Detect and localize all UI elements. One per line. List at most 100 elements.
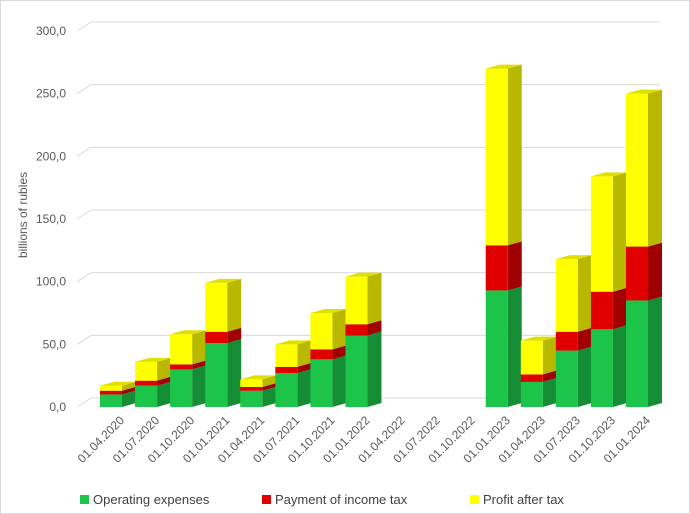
bar-side-face xyxy=(122,381,136,391)
bar-front-face xyxy=(345,276,368,325)
legend-swatch xyxy=(262,495,271,504)
bar-segment xyxy=(626,242,662,301)
bar-side-face xyxy=(507,241,522,291)
bar-segment xyxy=(100,390,136,407)
bar-segment xyxy=(590,172,627,292)
bar-front-face xyxy=(520,340,543,375)
bar-top-face xyxy=(100,381,136,386)
bar-front-face xyxy=(240,379,263,387)
bar-side-face xyxy=(577,327,592,351)
y-axis-tick-labels: 0,0 50,0 100,0 150,0 200,0 250,0 300,0 xyxy=(36,24,66,414)
bar-front-face xyxy=(485,290,508,407)
y-tick-label: 200,0 xyxy=(36,149,66,163)
bar-segment xyxy=(520,336,557,375)
bar-front-face xyxy=(170,364,193,370)
bar-front-face xyxy=(626,300,648,407)
bar-top-face xyxy=(555,255,592,260)
bar-front-face xyxy=(240,386,263,391)
bar-front-face xyxy=(205,343,228,407)
y-tick-label: 300,0 xyxy=(36,24,66,38)
bar-side-face xyxy=(192,330,207,365)
bar-front-face xyxy=(240,390,263,407)
bar-side-face xyxy=(227,278,242,332)
bar-segment xyxy=(555,327,592,351)
bar-front-face xyxy=(626,246,648,301)
bar-side-face xyxy=(648,242,662,301)
bar-segment xyxy=(345,320,382,336)
bar-segment xyxy=(170,365,207,407)
legend-item: Payment of income tax xyxy=(262,492,408,507)
bar-segment xyxy=(590,325,627,407)
bar-segment xyxy=(310,355,347,407)
bar-top-face xyxy=(310,309,347,313)
legend-label: Payment of income tax xyxy=(275,492,408,507)
bar-side-face xyxy=(192,365,207,407)
bar-segment xyxy=(345,331,382,407)
bar-side-face xyxy=(612,287,627,330)
bar-segment xyxy=(275,340,312,367)
bar-segment xyxy=(485,286,522,407)
bar-side-face xyxy=(157,357,172,381)
bar-segment xyxy=(240,375,277,387)
bar-segment xyxy=(626,89,662,247)
bar-front-face xyxy=(555,350,578,407)
bar-segment xyxy=(135,381,172,407)
bar-top-face xyxy=(520,336,557,341)
bar-side-face xyxy=(507,64,522,246)
legend-item: Operating expenses xyxy=(80,492,210,507)
bar-front-face xyxy=(170,334,193,365)
y-tick-label: 250,0 xyxy=(36,87,66,101)
bar-top-face xyxy=(275,340,312,345)
gridline-side xyxy=(76,334,92,345)
legend-item: Profit after tax xyxy=(470,492,564,507)
bar-segment xyxy=(240,386,277,407)
bar-top-face xyxy=(590,172,627,177)
bar-front-face xyxy=(590,176,613,292)
bar-segment xyxy=(135,357,172,381)
legend-label: Operating expenses xyxy=(93,492,210,507)
bar-front-face xyxy=(170,369,193,407)
bar-segment xyxy=(170,360,207,370)
gridline-side xyxy=(76,272,92,283)
bar-segment xyxy=(520,370,557,382)
bar-side-face xyxy=(648,89,662,247)
bar-front-face xyxy=(275,373,298,407)
bar-top-face xyxy=(345,272,382,277)
bar-side-face xyxy=(262,382,277,391)
bar-segment xyxy=(310,309,347,350)
bar-top-face xyxy=(135,357,172,362)
bar-front-face xyxy=(205,282,228,332)
bar-top-face xyxy=(240,375,277,380)
bar-segment xyxy=(626,296,662,407)
bar-segment xyxy=(170,330,207,365)
bar-side-face xyxy=(577,255,592,332)
x-axis-tick-labels: 01.04.202001.07.202001.10.202001.01.2021… xyxy=(75,413,654,466)
bar-front-face xyxy=(205,331,228,344)
bar-segment xyxy=(590,287,627,330)
bar-front-face xyxy=(275,344,298,367)
bar-front-face xyxy=(275,366,298,374)
y-tick-label: 150,0 xyxy=(36,212,66,226)
bar-front-face xyxy=(345,324,368,336)
bar-front-face xyxy=(626,93,648,247)
bar-side-face xyxy=(122,390,136,407)
bar-segment xyxy=(555,255,592,332)
bar-front-face xyxy=(310,313,333,350)
bar-side-face xyxy=(122,386,136,395)
bar-segment xyxy=(345,272,382,325)
y-tick-label: 0,0 xyxy=(49,400,66,414)
bar-side-face xyxy=(542,370,557,382)
bar-side-face xyxy=(612,172,627,292)
bar-front-face xyxy=(590,291,613,330)
gridline-side xyxy=(76,21,92,32)
y-tick-label: 50,0 xyxy=(43,337,67,351)
bar-side-face xyxy=(367,272,382,325)
bar-side-face xyxy=(332,355,347,407)
bar-segment xyxy=(555,346,592,407)
bar-top-face xyxy=(626,89,662,94)
bar-front-face xyxy=(310,359,333,407)
bar-segment xyxy=(275,362,312,374)
bar-top-face xyxy=(205,278,242,283)
bar-side-face xyxy=(227,339,242,407)
